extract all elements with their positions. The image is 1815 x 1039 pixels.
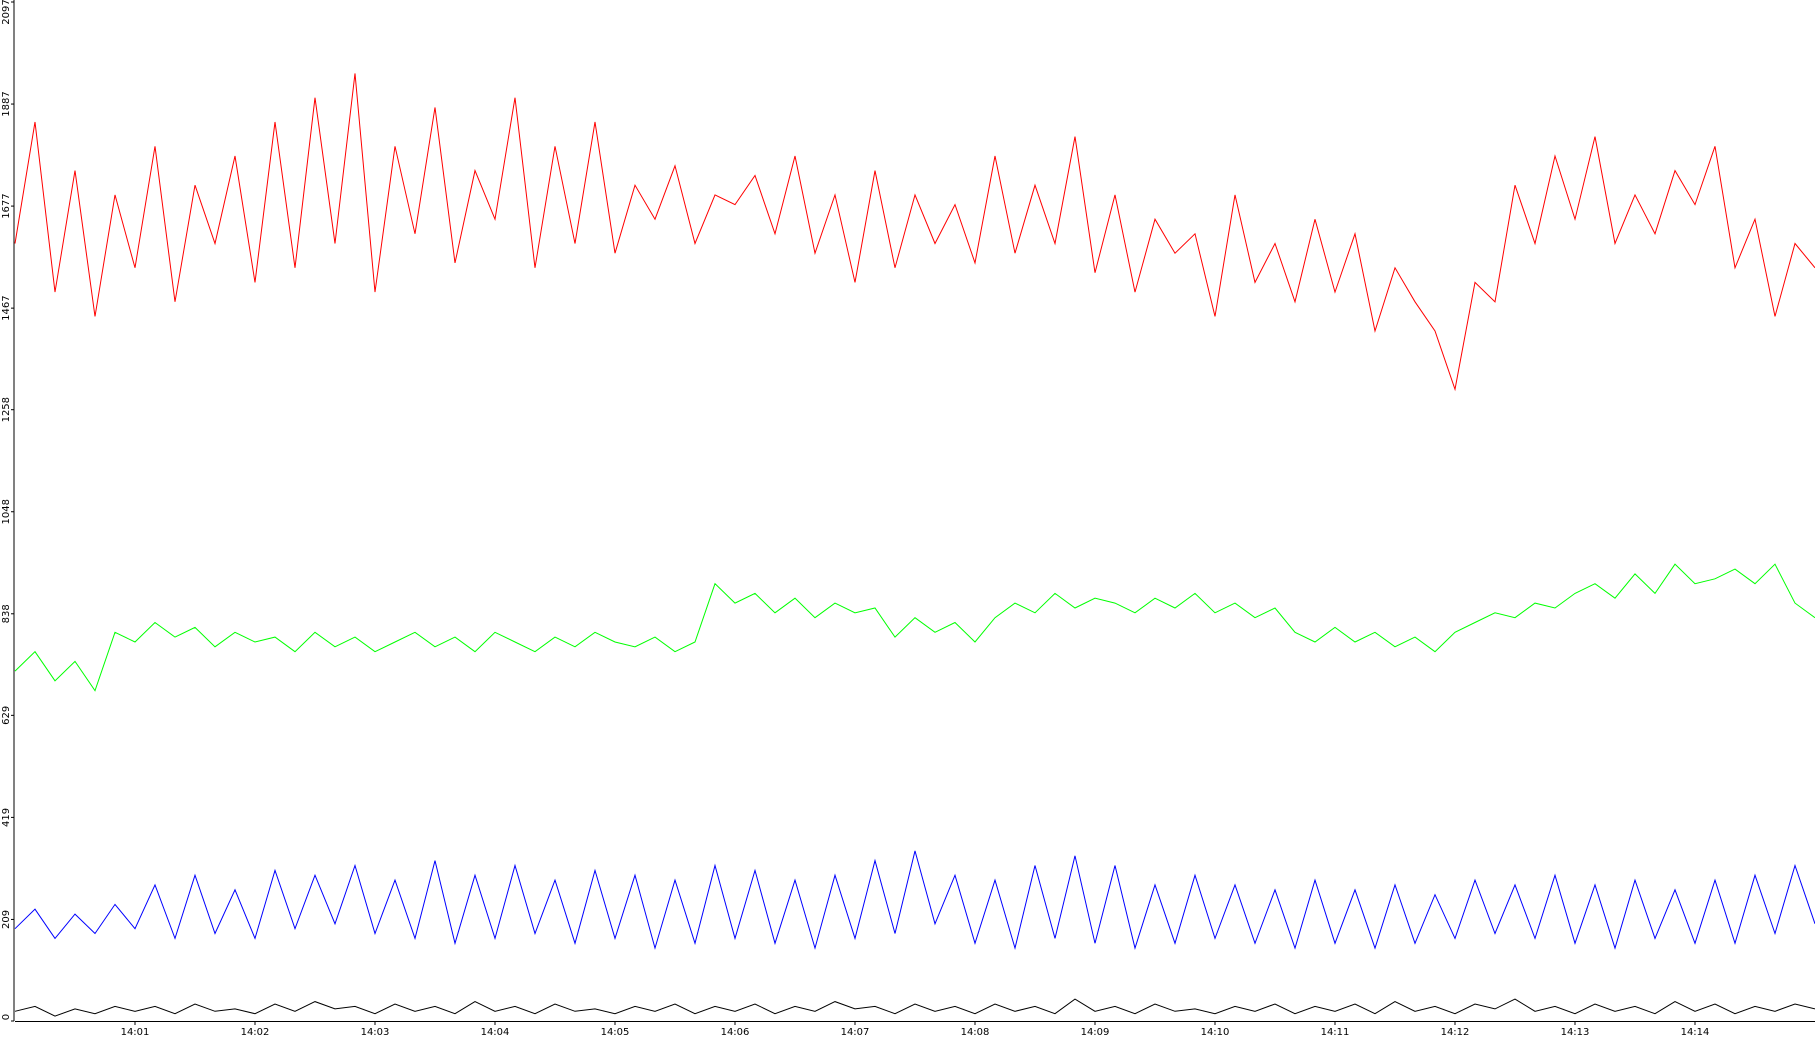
y-tick-label: 209 [1, 910, 12, 929]
x-tick-label: 14:08 [961, 1027, 990, 1038]
series-line [14, 73, 1815, 392]
x-tick-label: 14:13 [1561, 1027, 1590, 1038]
series-line [14, 998, 1815, 1017]
x-tick-label: 14:01 [121, 1027, 150, 1038]
y-tick-label: 419 [1, 808, 12, 827]
x-tick-label: 14:05 [601, 1027, 630, 1038]
x-tick-label: 14:09 [1081, 1027, 1110, 1038]
series-line [14, 563, 1815, 692]
y-tick-label: 1048 [1, 499, 12, 524]
x-tick-label: 14:04 [481, 1027, 510, 1038]
y-tick-label: 1467 [1, 295, 12, 320]
y-tick-label: 1677 [1, 193, 12, 218]
series-line [14, 850, 1815, 951]
x-tick-label: 14:11 [1321, 1027, 1350, 1038]
x-tick-label: 14:14 [1681, 1027, 1710, 1038]
y-tick-label: 629 [1, 706, 12, 725]
x-tick-label: 14:07 [841, 1027, 870, 1038]
y-tick-label: 0 [1, 1014, 12, 1020]
y-tick-label: 1258 [1, 397, 12, 422]
x-tick-label: 14:02 [241, 1027, 270, 1038]
x-tick-label: 14:10 [1201, 1027, 1230, 1038]
y-tick-label: 838 [1, 604, 12, 623]
y-tick-label: 2097 [1, 0, 12, 25]
x-tick-label: 14:12 [1441, 1027, 1470, 1038]
x-tick-label: 14:03 [361, 1027, 390, 1038]
x-tick-label: 14:06 [721, 1027, 750, 1038]
y-tick-label: 1887 [1, 91, 12, 116]
